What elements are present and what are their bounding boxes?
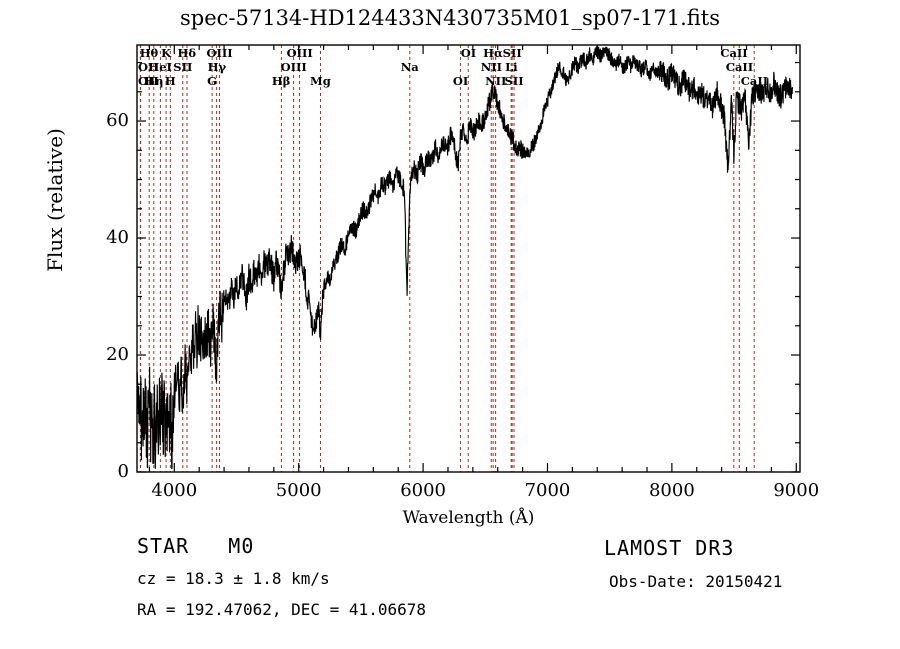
line-marker-label: Na <box>400 60 419 74</box>
page-title: spec-57134-HD124433N430735M01_sp07-171.f… <box>179 6 720 30</box>
spectral-type: M0 <box>228 534 255 558</box>
y-tick-label: 60 <box>106 110 129 132</box>
object-class-label: STAR M0 <box>137 534 254 558</box>
line-marker-label: NII <box>480 60 503 74</box>
line-marker-label: SII <box>504 74 524 88</box>
line-marker-label: OI <box>452 74 469 88</box>
x-tick-label: 4000 <box>151 480 198 501</box>
line-marker-label: Li <box>505 60 518 74</box>
line-marker-label: NII <box>485 74 507 88</box>
line-marker-label: OIII <box>280 60 307 74</box>
line-marker-label: H <box>164 74 176 88</box>
obs-date: Obs-Date: 20150421 <box>609 572 783 591</box>
y-tick-label: 0 <box>117 461 129 482</box>
line-marker-label: Hθ <box>139 46 159 60</box>
survey-label: LAMOST DR3 <box>604 536 735 560</box>
line-marker-label: Hα <box>483 46 503 60</box>
line-marker-label: Mg <box>309 74 331 88</box>
x-tick-label: 8000 <box>648 480 695 501</box>
line-marker-label: Hγ <box>207 60 227 74</box>
x-tick-label: 7000 <box>524 480 571 501</box>
line-marker-label: CaII <box>725 60 754 74</box>
x-tick-label: 5000 <box>275 480 322 501</box>
line-marker-label: Hβ <box>271 74 291 88</box>
line-marker-label: OIII <box>286 46 313 60</box>
line-marker-label: CaII <box>740 74 769 88</box>
line-marker-label: CaII <box>720 46 748 60</box>
line-marker-label: SII <box>502 46 522 60</box>
line-marker-label: OIII <box>206 46 233 60</box>
object-class: STAR <box>137 534 190 558</box>
line-marker-label: OII <box>138 60 159 74</box>
x-tick-label: 6000 <box>400 480 446 501</box>
coordinates: RA = 192.47062, DEC = 41.06678 <box>137 600 426 619</box>
line-marker-label: G <box>207 74 217 88</box>
redshift-velocity: cz = 18.3 ± 1.8 km/s <box>137 569 330 588</box>
line-marker-label: Hη <box>144 74 164 88</box>
y-tick-label: 40 <box>106 227 129 249</box>
line-marker-label: SII <box>173 60 193 74</box>
line-marker-label: Hδ <box>177 46 197 60</box>
line-marker-label: OII <box>138 74 159 88</box>
line-marker-label: K <box>161 46 172 60</box>
x-tick-label: 9000 <box>773 480 820 501</box>
line-marker-label: HeI <box>148 60 172 74</box>
line-marker-label: OI <box>460 46 477 60</box>
x-axis-label: Wavelength (Å) <box>402 508 535 528</box>
y-tick-label: 20 <box>106 344 129 365</box>
